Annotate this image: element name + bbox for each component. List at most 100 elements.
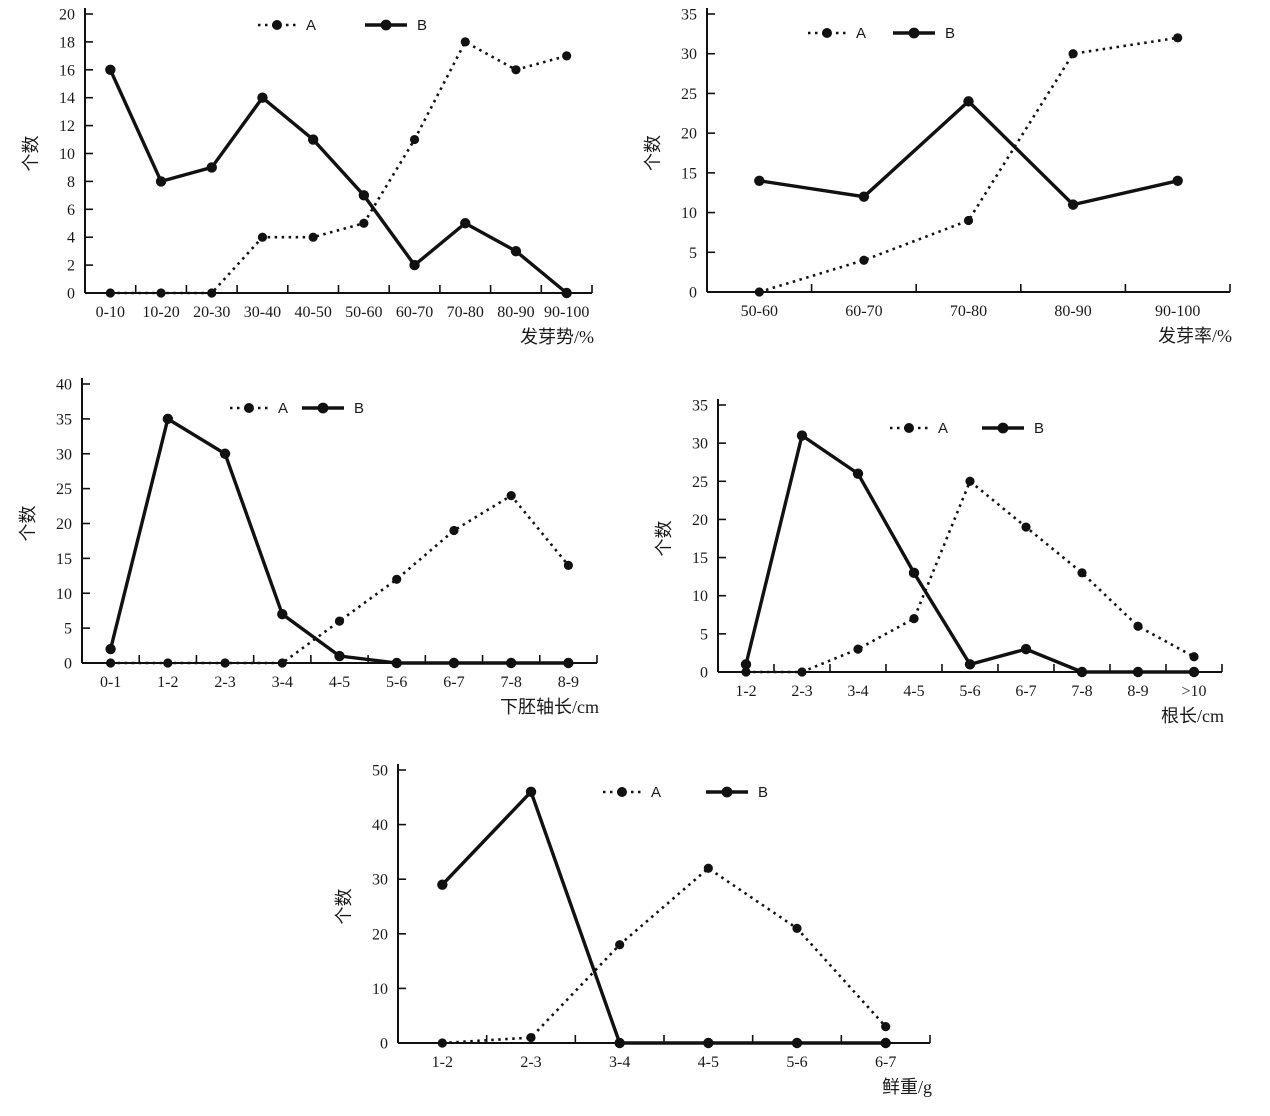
- y-tick-label: 10: [692, 588, 708, 605]
- y-tick-label: 0: [380, 1036, 388, 1053]
- data-point-marker: [1189, 652, 1199, 662]
- data-point-marker: [308, 232, 318, 242]
- x-tick-label: 8-9: [558, 674, 579, 691]
- x-tick-label: 70-80: [950, 303, 987, 320]
- data-point-marker: [391, 657, 402, 669]
- data-point-marker: [859, 255, 869, 265]
- x-tick-label: 0-10: [96, 304, 125, 321]
- data-point-marker: [1020, 643, 1032, 655]
- y-tick-group: 0 5 10 15 20 25 30 35 40: [56, 377, 90, 673]
- x-tick-label: 1-2: [157, 674, 178, 691]
- series-a-markers: [106, 491, 573, 668]
- y-tick-label: 20: [681, 126, 697, 143]
- chart-row-2: 0 5 10 15 20 25 30 35 40 0-1 1-2 2-3 3-4 4-5 5-6 6-7 7-8…: [0, 368, 1270, 740]
- x-tick-group: 1-2 2-3 3-4 4-5 5-6 6-7: [432, 1035, 931, 1071]
- data-point-marker: [277, 658, 287, 668]
- data-point-marker: [908, 567, 920, 579]
- y-tick-label: 4: [67, 230, 75, 247]
- germination-potential-chart: 0 2 4 6 8 10 12 14 16 18 20 0-10 10-20 20-30 30-40 40-5…: [0, 0, 635, 368]
- data-point-marker: [510, 245, 522, 257]
- germination-rate-chart-svg: 0 5 10 15 20 25 30 35 50-60 60-70 70-80 80-90 90-100…: [643, 7, 1232, 347]
- data-point-marker: [506, 491, 516, 501]
- y-tick-label: 25: [56, 481, 72, 498]
- y-tick-label: 0: [67, 286, 75, 303]
- y-tick-label: 15: [681, 165, 697, 182]
- data-point-marker: [791, 1037, 803, 1049]
- data-point-marker: [525, 786, 537, 798]
- x-tick-label: 40-50: [294, 304, 331, 321]
- y-tick-group: 0 5 10 15 20 25 30 35: [681, 7, 715, 302]
- data-point-marker: [754, 175, 765, 186]
- series-b-line: [759, 99, 1179, 207]
- y-axis-title: 个数: [334, 889, 354, 925]
- legend-b-label: B: [354, 400, 364, 417]
- series-a-markers: [437, 863, 891, 1048]
- x-tick-label: 6-7: [1015, 683, 1036, 700]
- x-tick-label: 3-4: [272, 674, 293, 691]
- y-tick-label: 8: [67, 174, 75, 191]
- data-point-marker: [858, 191, 870, 202]
- series-a-line: [110, 40, 567, 295]
- data-point-marker: [797, 667, 807, 677]
- y-tick-label: 15: [692, 550, 708, 567]
- data-point-marker: [965, 476, 975, 486]
- legend-b-marker: [908, 27, 920, 39]
- y-tick-label: 30: [372, 872, 388, 889]
- x-tick-label: 60-70: [396, 304, 433, 321]
- data-point-marker: [615, 940, 625, 950]
- x-tick-label: 5-6: [959, 683, 980, 700]
- x-tick-label: 1-2: [432, 1054, 453, 1071]
- data-point-marker: [526, 1032, 536, 1043]
- x-tick-label: 90-100: [544, 304, 589, 321]
- x-tick-label: 5-6: [786, 1054, 807, 1071]
- x-tick-label: 3-4: [609, 1054, 630, 1071]
- data-point-marker: [881, 1022, 891, 1032]
- germination-potential-chart-svg: 0 2 4 6 8 10 12 14 16 18 20 0-10 10-20 20-30 30-40 40-5…: [21, 7, 594, 348]
- x-tick-label: 2-3: [791, 683, 812, 700]
- x-tick-label: 7-8: [501, 674, 522, 691]
- data-point-marker: [334, 650, 345, 662]
- data-point-marker: [334, 616, 345, 626]
- root-length-chart: 0 5 10 15 20 25 30 35 1-2 2-3 3-4 4-5 5-6 6-7 7-8 8-9 >1…: [635, 368, 1270, 740]
- data-point-marker: [740, 659, 752, 670]
- data-point-marker: [1068, 49, 1078, 59]
- legend-a-marker: [272, 20, 282, 30]
- y-tick-label: 25: [681, 86, 697, 103]
- chart-row-1: 0 2 4 6 8 10 12 14 16 18 20 0-10 10-20 20-30 30-40 40-5…: [0, 0, 1270, 368]
- y-tick-group: 0 5 10 15 20 25 30 35: [692, 398, 726, 682]
- x-tick-label: 5-6: [386, 674, 407, 691]
- data-point-marker: [437, 1038, 447, 1048]
- data-point-marker: [409, 134, 420, 145]
- y-tick-label: 50: [372, 763, 388, 780]
- x-tick-label: 10-20: [142, 304, 179, 321]
- y-tick-label: 0: [689, 285, 697, 302]
- legend-b-label: B: [417, 17, 427, 34]
- data-point-marker: [359, 218, 369, 228]
- legend-a-marker: [617, 787, 627, 797]
- y-tick-label: 10: [56, 586, 72, 603]
- y-axis-title: 个数: [18, 506, 38, 542]
- data-point-marker: [796, 430, 808, 441]
- y-tick-label: 6: [67, 202, 75, 219]
- y-tick-label: 12: [59, 118, 75, 135]
- data-point-marker: [460, 218, 471, 229]
- data-point-marker: [614, 1037, 625, 1049]
- data-point-marker: [163, 658, 173, 668]
- x-tick-label: 20-30: [193, 304, 230, 321]
- data-point-marker: [277, 608, 288, 620]
- x-tick-label: 50-60: [741, 303, 778, 320]
- legend-a-marker: [822, 28, 832, 38]
- legend-b-marker: [721, 786, 733, 798]
- data-point-marker: [511, 65, 521, 75]
- y-tick-label: 2: [67, 258, 75, 275]
- x-tick-label: 80-90: [497, 304, 534, 321]
- data-point-marker: [409, 259, 420, 271]
- data-point-marker: [220, 658, 230, 668]
- legend-b-label: B: [945, 25, 955, 42]
- data-point-marker: [563, 560, 573, 570]
- y-tick-label: 20: [692, 512, 708, 529]
